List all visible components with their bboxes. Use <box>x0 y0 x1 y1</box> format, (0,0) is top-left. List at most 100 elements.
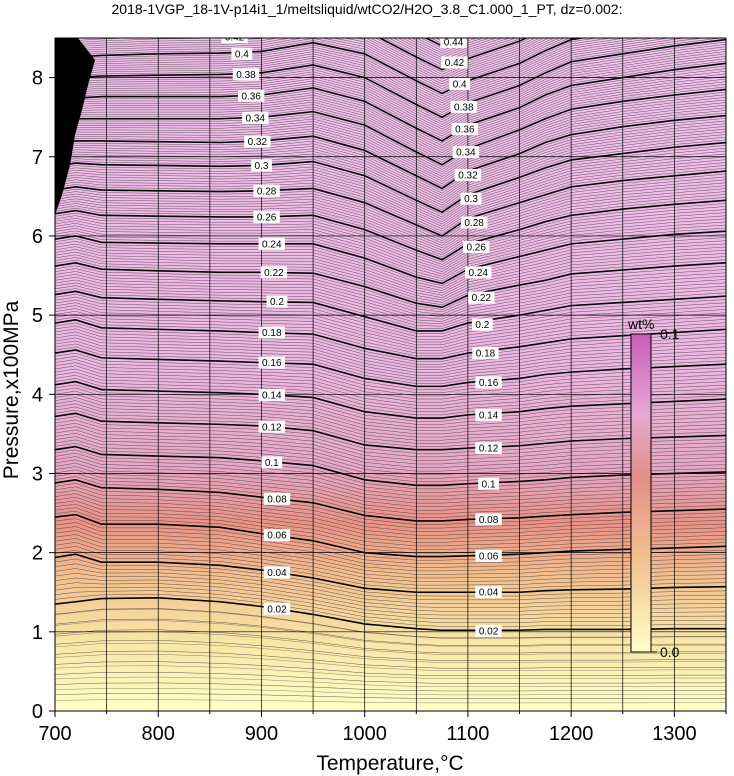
contour-label: 0.44 <box>444 37 464 48</box>
x-tick-label: 1300 <box>652 723 697 745</box>
contour-label-bg <box>441 56 468 69</box>
contour-label: 0.3 <box>464 194 478 205</box>
contour-label-bg <box>232 68 260 81</box>
contour-label: 0.4 <box>235 49 249 60</box>
x-axis: 700 800 900 1000 1100 1200 1300 <box>38 711 727 745</box>
contour-label-bg <box>460 216 488 229</box>
x-tick-label: 1200 <box>549 723 594 745</box>
contour-label: 0.04 <box>479 588 499 599</box>
x-tick-label: 900 <box>245 723 278 745</box>
contour-label-bg <box>261 456 283 469</box>
chart-title: 2018-1VGP_18-1V-p14i1_1/meltsliquid/wtCO… <box>112 1 623 17</box>
gridlines <box>55 38 726 711</box>
contour-label: 0.22 <box>264 268 284 279</box>
contour-label-bg <box>237 89 265 102</box>
contour-label-bg <box>472 347 499 360</box>
contour-label-bg <box>251 159 272 172</box>
y-tick-label: 4 <box>32 384 43 406</box>
y-tick-label: 3 <box>32 463 43 485</box>
contour-label: 0.22 <box>472 293 492 304</box>
contour-label-bg <box>475 625 502 638</box>
contour-labels: 0.02 0.04 0.06 0.08 0.1 0.12 0.14 0.16 0.18 0.2 0.… <box>221 37 502 638</box>
contour-label-bg <box>449 77 471 90</box>
contour-label: 0.26 <box>257 212 277 223</box>
contour-label: 0.26 <box>466 243 486 254</box>
contour-label-bg <box>263 529 291 542</box>
y-tick-label: 6 <box>32 226 43 248</box>
x-tick-label: 1000 <box>342 723 387 745</box>
contour-label-bg <box>221 38 248 44</box>
contour-label: 0.14 <box>262 391 282 402</box>
contour-label: 0.12 <box>262 422 282 433</box>
contour-label-bg <box>462 241 490 254</box>
contour-label-bg <box>460 192 482 205</box>
contour-label-bg <box>475 376 502 389</box>
contour-label-bg <box>244 135 271 148</box>
y-tick-label: 0 <box>32 701 43 723</box>
contour-label: 0.32 <box>248 137 268 148</box>
contour-label: 0.28 <box>257 186 277 197</box>
contour-label-bg <box>471 318 493 331</box>
colorbar-min-label: 0.0 <box>660 644 680 660</box>
y-tick-label: 7 <box>32 147 43 169</box>
contour-label: 0.14 <box>479 410 499 421</box>
contour-label-bg <box>475 549 502 562</box>
contour-label: 0.08 <box>479 515 499 526</box>
contour-label-bg <box>452 146 480 159</box>
contour-label: 0.1 <box>265 458 279 469</box>
contour-label: 0.3 <box>255 161 269 172</box>
contour-label-bg <box>258 326 285 339</box>
contour-label: 0.34 <box>246 113 266 124</box>
contour-label: 0.24 <box>262 239 282 250</box>
contour-label: 0.4 <box>453 79 467 90</box>
contour-label-bg <box>454 168 482 181</box>
contour-label: 0.34 <box>456 148 476 159</box>
colorbar-scale <box>630 333 652 653</box>
contour-label: 0.06 <box>479 551 499 562</box>
contour-label-bg <box>253 210 280 223</box>
contour-label: 0.06 <box>267 531 287 542</box>
contour-label-bg <box>258 237 285 250</box>
y-axis: 0 1 2 3 4 5 6 7 8 <box>32 68 55 723</box>
contour-label: 0.42 <box>445 58 465 69</box>
contour-label-bg <box>242 111 269 124</box>
contour-label-bg <box>258 389 285 402</box>
contour-label-bg <box>468 291 495 304</box>
x-axis-label: Temperature,°C <box>316 752 463 775</box>
contour-label: 0.18 <box>476 349 496 360</box>
contour-label-bg <box>475 442 502 455</box>
contour-label: 0.2 <box>475 320 489 331</box>
contour-label-bg <box>266 295 288 308</box>
contour-label-bg <box>263 492 291 505</box>
colorbar-max-label: 0.1 <box>660 326 680 342</box>
contour-label: 0.16 <box>262 358 282 369</box>
contour-label-bg <box>258 420 285 433</box>
contour-label-bg <box>253 184 280 197</box>
plot-frame <box>54 37 727 712</box>
contour-label: 0.1 <box>482 479 496 490</box>
contour-label-bg <box>475 408 502 421</box>
contour-label: 0.02 <box>479 627 499 638</box>
contour-label: 0.24 <box>469 268 489 279</box>
y-tick-label: 5 <box>32 305 43 327</box>
contour-label: 0.2 <box>270 297 284 308</box>
contour-label-bg <box>451 123 479 136</box>
contour-label: 0.38 <box>236 70 256 81</box>
x-tick-label: 1100 <box>446 723 489 745</box>
contour-label: 0.38 <box>454 102 474 113</box>
contour-label-bg <box>231 47 253 60</box>
contour-label-bg <box>260 266 288 279</box>
y-tick-label: 8 <box>32 68 43 90</box>
contour-label-bg <box>440 38 467 48</box>
contour-label-bg <box>450 100 477 113</box>
contour-label: 0.36 <box>455 125 475 136</box>
contour-label: 0.32 <box>458 170 478 181</box>
contour-label: 0.04 <box>267 568 287 579</box>
plot-area: 0.02 0.04 0.06 0.08 0.1 0.12 0.14 0.16 0.18 0.2 0.… <box>55 37 726 711</box>
contour-label: 0.36 <box>241 91 261 102</box>
contour-label: 0.18 <box>262 328 282 339</box>
contour-label-bg <box>263 566 291 579</box>
y-axis-label: Pressure,x100MPa <box>0 300 23 479</box>
y-tick-label: 1 <box>32 622 43 644</box>
